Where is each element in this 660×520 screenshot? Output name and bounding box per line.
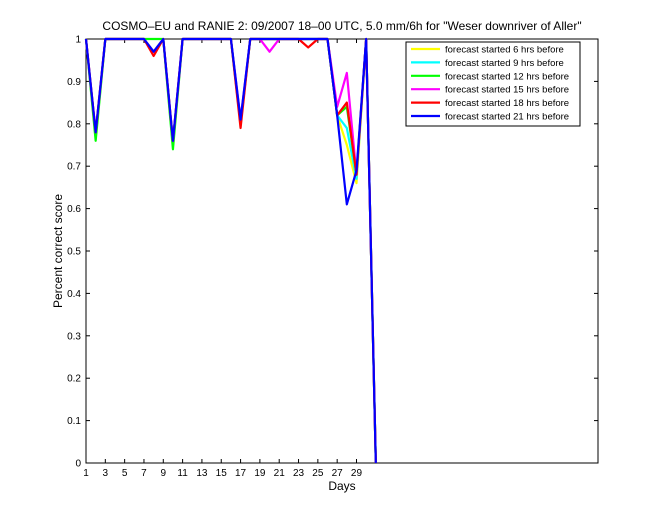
y-tick-label: 1 — [75, 35, 81, 46]
x-tick-label: 27 — [332, 468, 344, 479]
legend-label: forecast started 6 hrs before — [445, 45, 564, 56]
x-tick-label: 17 — [235, 468, 247, 479]
chart-title: COSMO–EU and RANIE 2: 09/2007 18–00 UTC,… — [102, 19, 581, 33]
legend-label: forecast started 12 hrs before — [445, 71, 569, 82]
y-tick-label: 0.3 — [67, 331, 81, 342]
x-tick-label: 11 — [177, 468, 188, 479]
legend-box — [405, 41, 581, 127]
x-tick-label: 1 — [83, 468, 89, 479]
x-tick-label: 7 — [141, 468, 147, 479]
y-tick-label: 0.2 — [67, 374, 81, 385]
y-axis-label: Percent correct score — [51, 194, 65, 308]
x-tick-label: 19 — [254, 468, 266, 479]
x-axis-label: Days — [328, 479, 355, 493]
series-line — [84, 37, 377, 464]
legend-label: forecast started 21 hrs before — [445, 112, 569, 123]
x-tick-label: 25 — [312, 468, 324, 479]
y-tick-label: 0.6 — [67, 204, 81, 215]
legend: forecast started 6 hrs before forecast st… — [405, 41, 581, 127]
legend-label: forecast started 18 hrs before — [445, 98, 569, 109]
x-tick-label: 21 — [274, 468, 286, 479]
y-tick-label: 0.4 — [67, 289, 81, 300]
y-tick-label: 0 — [75, 459, 81, 470]
y-tick-label: 0.8 — [67, 119, 81, 130]
x-tick-label: 5 — [122, 468, 128, 479]
y-tick-label: 0.9 — [67, 77, 81, 88]
x-tick-label: 9 — [161, 468, 167, 479]
y-tick-label: 0.1 — [67, 416, 81, 427]
y-tick-label: 0.5 — [67, 247, 81, 258]
legend-label: forecast started 15 hrs before — [445, 85, 569, 96]
x-tick-label: 3 — [103, 468, 109, 479]
x-tick-label: 13 — [196, 468, 208, 479]
series-lines — [84, 37, 377, 464]
x-tick-label: 15 — [216, 468, 228, 479]
y-tick-label: 0.7 — [67, 162, 81, 173]
x-tick-label: 29 — [351, 468, 363, 479]
axis-ticks: 1 3 5 7 9 11 13 15 17 19 21 23 25 27 2900.10.20.30.40.… — [67, 35, 598, 479]
x-tick-label: 23 — [293, 468, 305, 479]
legend-label: forecast started 9 hrs before — [445, 58, 564, 69]
